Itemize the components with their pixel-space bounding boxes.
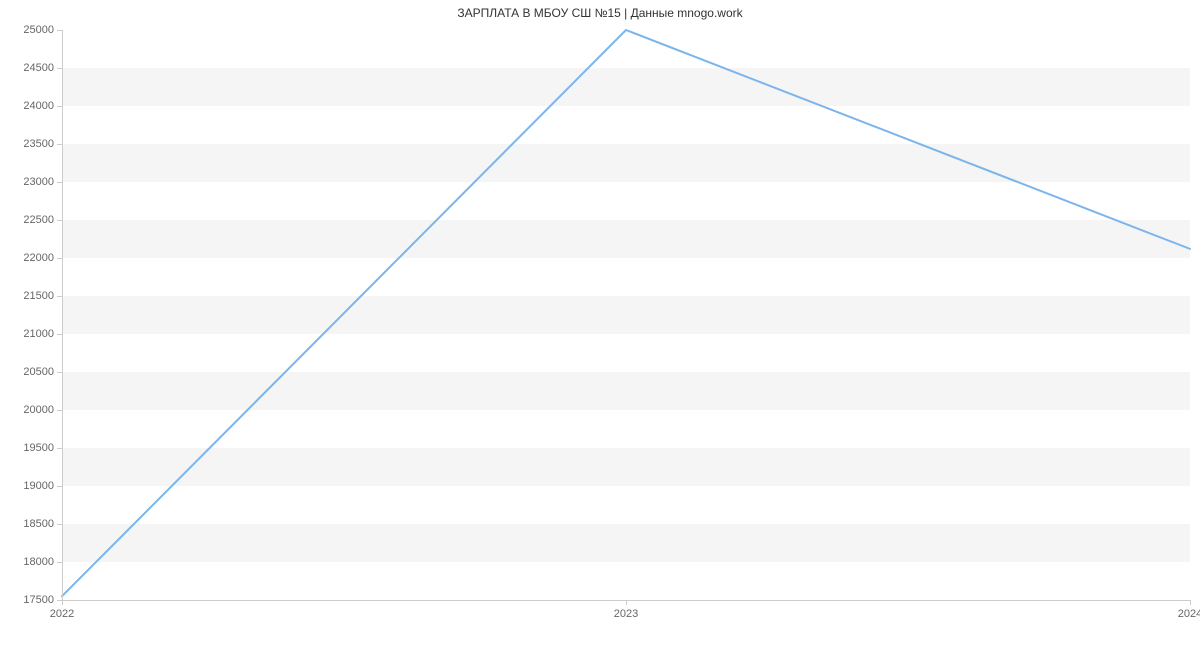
x-tick-mark	[1190, 600, 1191, 605]
x-tick-label: 2024	[1178, 600, 1200, 620]
y-axis-line	[62, 30, 63, 600]
x-axis-line	[62, 600, 1190, 601]
line-layer	[62, 30, 1190, 600]
series-line-salary	[62, 30, 1190, 596]
salary-chart: ЗАРПЛАТА В МБОУ СШ №15 | Данные mnogo.wo…	[0, 0, 1200, 650]
plot-area: 1750018000185001900019500200002050021000…	[62, 30, 1190, 600]
chart-title: ЗАРПЛАТА В МБОУ СШ №15 | Данные mnogo.wo…	[0, 6, 1200, 20]
